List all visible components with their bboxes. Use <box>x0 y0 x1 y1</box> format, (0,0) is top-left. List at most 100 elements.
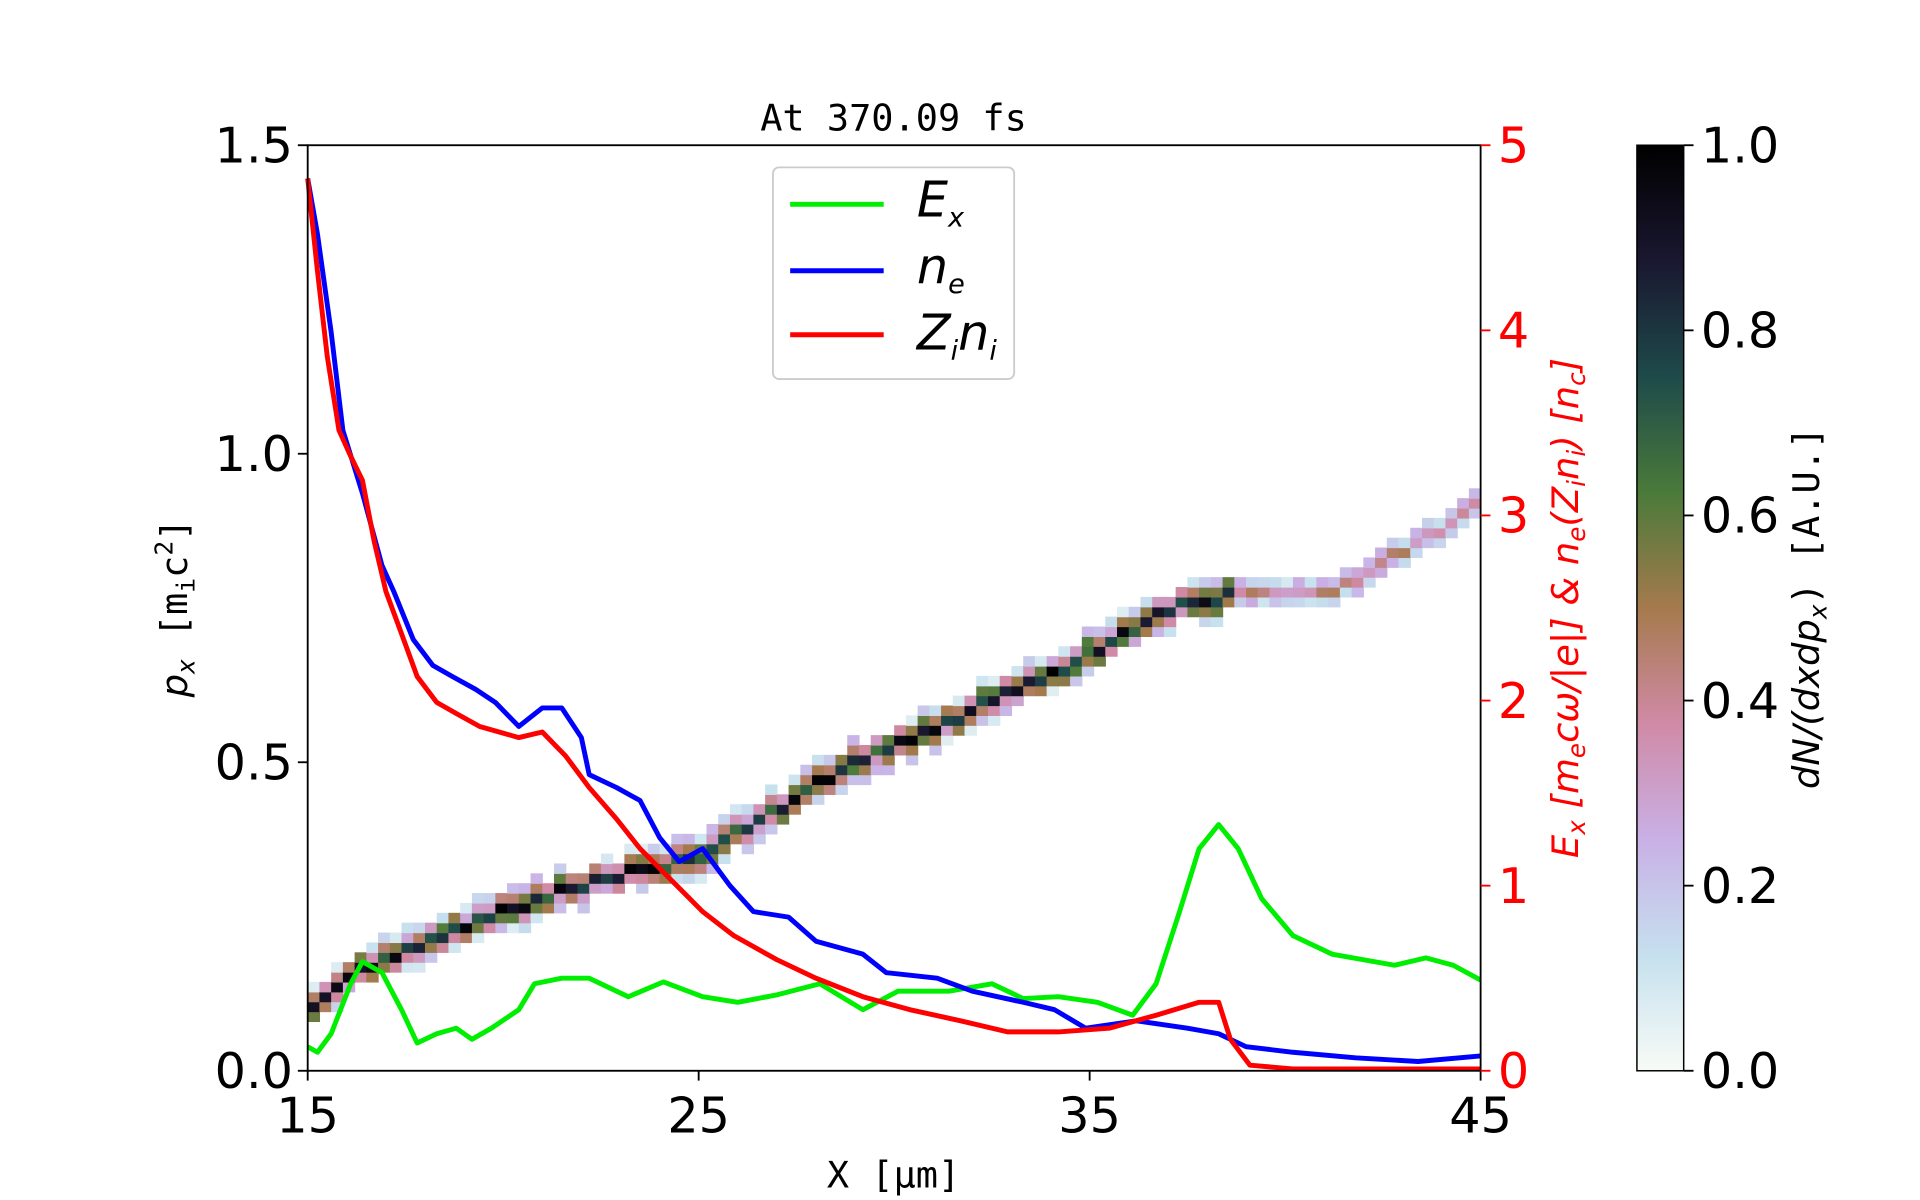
heatmap-cell <box>823 774 837 786</box>
heatmap-cell <box>847 774 860 786</box>
heatmap-cell <box>788 804 801 815</box>
heatmap-cell <box>858 754 872 766</box>
heatmap-cell <box>331 991 344 1003</box>
heatmap-cell <box>882 744 895 756</box>
heatmap-cell <box>401 922 414 934</box>
heatmap-cell <box>612 873 625 884</box>
heatmap-cell <box>976 675 989 687</box>
heatmap-cell <box>671 873 684 884</box>
heatmap-cell <box>1316 587 1329 598</box>
y-left-axis-label: px [mic2] <box>149 519 200 699</box>
heatmap-cell <box>518 912 532 924</box>
heatmap-cell <box>1269 577 1282 588</box>
heatmap-cell <box>589 873 602 884</box>
heatmap-cell <box>1234 577 1247 588</box>
heatmap-cell <box>894 744 907 756</box>
heatmap-cell <box>671 843 684 855</box>
heatmap-cell <box>694 853 708 865</box>
heatmap-cell <box>366 952 379 963</box>
heatmap-cell <box>1281 587 1294 598</box>
heatmap-cell <box>1105 626 1118 637</box>
heatmap-cell <box>1433 517 1447 529</box>
heatmap-cell <box>1152 606 1165 618</box>
heatmap-cell <box>870 744 884 756</box>
x-tick-label: 45 <box>1449 1086 1512 1144</box>
heatmap-cell <box>1222 587 1235 598</box>
y-left-tick-label: 0.5 <box>215 733 293 791</box>
heatmap-cell <box>765 823 778 835</box>
heatmap-cell <box>636 883 649 894</box>
series-lines <box>305 178 1482 1072</box>
heatmap-cell <box>718 823 731 835</box>
heatmap-cell <box>812 794 825 805</box>
heatmap-cell <box>941 735 954 746</box>
legend-label-ex: Ex <box>917 171 965 234</box>
colorbar-tick-label: 0.8 <box>1701 302 1779 360</box>
heatmap-cell <box>507 912 520 924</box>
heatmap-cell <box>354 952 367 963</box>
heatmap-cell <box>1034 656 1048 667</box>
heatmap-cell <box>1292 587 1306 598</box>
heatmap-cell <box>1398 537 1411 549</box>
heatmap-cell <box>1081 646 1095 657</box>
y-right-tick-label: 1 <box>1498 857 1529 915</box>
heatmap-cell <box>812 764 825 776</box>
heatmap-cell <box>1421 537 1435 549</box>
colorbar-tick-label: 0.4 <box>1701 672 1779 730</box>
heatmap-cell <box>389 932 403 944</box>
heatmap-cell <box>401 932 414 944</box>
heatmap-cell <box>554 873 567 884</box>
heatmap-cell <box>460 902 473 914</box>
heatmap-cell <box>987 675 1001 687</box>
heatmap-cell <box>706 863 719 874</box>
heatmap-cell <box>1386 547 1400 559</box>
plot-frame <box>306 144 1482 1072</box>
heatmap-cell <box>1445 508 1458 519</box>
heatmap-cell <box>858 774 872 786</box>
heatmap-cell <box>905 715 919 726</box>
heatmap-cell <box>565 883 579 894</box>
heatmap-cell <box>589 863 602 874</box>
heatmap-cell <box>518 883 532 894</box>
heatmap-cell <box>1163 616 1177 628</box>
series-line-2 <box>305 178 1481 1072</box>
colorbar-tick-label: 0.0 <box>1701 1042 1779 1100</box>
heatmap-cell <box>894 735 907 746</box>
heatmap-cell <box>987 705 1001 716</box>
colorbar <box>1636 144 1685 1072</box>
heatmap-cell <box>905 754 919 766</box>
heatmap-cell <box>917 705 930 716</box>
colorbar-ticks: 0.0 0.2 0.4 0.6 0.8 1.0 <box>1683 116 1779 1100</box>
heatmap-cell <box>694 833 708 845</box>
heatmap-cell <box>424 932 438 944</box>
y-right-tick-label: 2 <box>1498 672 1529 730</box>
heatmap-cell <box>788 774 801 786</box>
heatmap-cell <box>1058 656 1071 667</box>
heatmap-cell <box>753 814 766 825</box>
heatmap-cell <box>1328 596 1341 608</box>
heatmap-cell <box>1011 675 1024 687</box>
heatmap-cell <box>659 863 672 874</box>
heatmap-cell <box>870 764 884 776</box>
heatmap-cell <box>1187 577 1200 588</box>
heatmap-cell <box>471 902 485 914</box>
heatmap-cell <box>1468 488 1482 499</box>
heatmap-cell <box>448 912 461 924</box>
heatmap-cell <box>765 814 778 825</box>
heatmap-cell <box>1199 587 1212 598</box>
heatmap-cell <box>765 784 778 795</box>
heatmap-cell <box>1187 587 1200 598</box>
heatmap-cell <box>1421 517 1435 529</box>
heatmap-cell <box>964 695 977 707</box>
heatmap-cell <box>1011 666 1024 677</box>
heatmap-cell <box>1304 587 1318 598</box>
heatmap-cell <box>565 893 579 904</box>
heatmap-cell <box>331 981 344 993</box>
heatmap-cell <box>636 853 649 865</box>
heatmap-cell <box>389 952 403 963</box>
heatmap-cell <box>823 764 837 776</box>
y-right-tick-label: 3 <box>1498 487 1529 545</box>
heatmap-cell <box>847 735 860 746</box>
heatmap-cell <box>436 932 450 944</box>
heatmap-cell <box>495 922 508 934</box>
